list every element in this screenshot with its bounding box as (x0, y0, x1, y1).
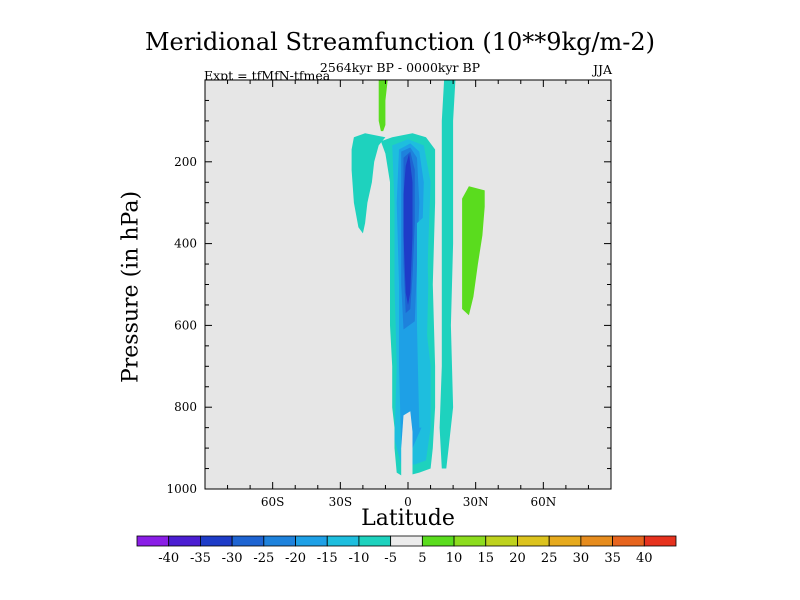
colorbar-swatch (358, 535, 392, 547)
contour-main-cell-core (403, 153, 413, 305)
colorbar-swatch (421, 535, 455, 547)
colorbar-label: -10 (348, 551, 369, 566)
colorbar-label: -15 (317, 551, 338, 566)
contour-polar-strip-right (439, 80, 456, 469)
colorbar-swatch (453, 535, 487, 547)
y-tick-label: 600 (174, 318, 197, 332)
colorbar-label: -5 (384, 551, 397, 566)
x-tick-label: 30S (329, 495, 353, 509)
contour-nh-upper-cell (462, 186, 485, 316)
contour-nh-right-lobe (417, 215, 429, 428)
chart-title: Meridional Streamfunction (10**9kg/m-2) (144, 28, 656, 56)
contour-polar-strip-left (378, 80, 388, 132)
y-tick-label: 400 (174, 237, 197, 251)
x-tick-label: 30N (463, 495, 489, 509)
colorbar-label: 30 (573, 551, 590, 566)
colorbar-label: -25 (253, 551, 274, 566)
x-tick-label: 60N (530, 495, 556, 509)
colorbar-label: 20 (509, 551, 526, 566)
contour-near-zero-gap (401, 411, 413, 489)
experiment-label: Expt = tfMfN-tfmea (204, 68, 331, 83)
y-tick-label: 200 (174, 155, 197, 169)
colorbar-swatch (517, 535, 550, 547)
colorbar: -40 -35 -30 -25 -20 -15 -10 -5 5 10 15 20 25 30 35 40 (136, 535, 677, 566)
colorbar-label: 5 (418, 551, 426, 566)
colorbar-label: -40 (158, 551, 179, 566)
colorbar-swatch (326, 535, 360, 547)
contour-fills (351, 80, 485, 489)
colorbar-swatch (295, 535, 328, 547)
colorbar-label: -30 (222, 551, 243, 566)
colorbar-swatch (200, 535, 233, 547)
colorbar-swatch (390, 535, 423, 547)
colorbar-label: -20 (285, 551, 306, 566)
colorbar-swatch (548, 535, 582, 547)
colorbar-swatch (580, 535, 613, 547)
plot-axes: 60S 30S 0 30N 60N 200 400 600 800 1000 (166, 79, 612, 509)
colorbar-label: -35 (190, 551, 211, 566)
season-label: JJA (592, 62, 612, 77)
colorbar-label: 15 (477, 551, 494, 566)
y-tick-label: 1000 (166, 482, 197, 496)
colorbar-swatch (136, 535, 170, 547)
colorbar-swatch (612, 535, 645, 547)
colorbar-swatch (643, 535, 677, 547)
chart-subtitle: 2564kyr BP - 0000kyr BP (319, 60, 481, 75)
colorbar-swatch (168, 535, 201, 547)
colorbar-label: 35 (604, 551, 621, 566)
colorbar-label: 40 (636, 551, 653, 566)
x-tick-label: 60S (261, 495, 285, 509)
x-tick-label: 0 (404, 495, 412, 509)
colorbar-label: 25 (541, 551, 558, 566)
contour-sh-upper-cell (351, 133, 386, 234)
colorbar-label: 10 (446, 551, 463, 566)
x-axis-label: Latitude (361, 506, 455, 531)
colorbar-swatch (485, 535, 518, 547)
colorbar-swatch (263, 535, 296, 547)
colorbar-swatch (231, 535, 265, 547)
y-tick-label: 800 (174, 400, 197, 414)
